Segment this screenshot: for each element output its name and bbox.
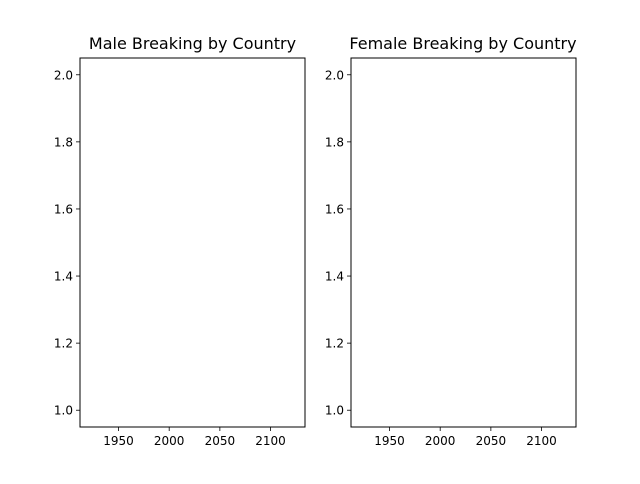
female-x-tick-label: 2000 (425, 434, 456, 448)
male-x-tick-label: 1950 (103, 434, 134, 448)
male-y-tick-label: 1.8 (54, 135, 73, 149)
male-x-tick-label: 2100 (255, 434, 286, 448)
male-y-tick-label: 1.0 (54, 404, 73, 418)
male-chart-title: Male Breaking by Country (89, 34, 296, 53)
male-y-ticks: 1.0 1.2 1.4 1.6 1.8 2.0 (54, 68, 80, 418)
female-y-tick-label: 1.6 (325, 202, 344, 216)
female-y-tick-label: 2.0 (325, 68, 344, 82)
female-chart-panel: Female Breaking by Country 1950 2000 2050 2… (325, 34, 577, 448)
female-x-ticks: 1950 2000 2050 2100 (374, 427, 557, 448)
female-y-tick-label: 1.0 (325, 404, 344, 418)
female-y-tick-label: 1.8 (325, 135, 344, 149)
female-x-tick-label: 2100 (526, 434, 557, 448)
female-x-tick-label: 1950 (374, 434, 405, 448)
female-y-ticks: 1.0 1.2 1.4 1.6 1.8 2.0 (325, 68, 351, 418)
female-y-tick-label: 1.2 (325, 337, 344, 351)
male-x-ticks: 1950 2000 2050 2100 (103, 427, 286, 448)
male-x-tick-label: 2050 (205, 434, 236, 448)
male-chart-panel: Male Breaking by Country 1950 2000 2050 210… (54, 34, 306, 448)
male-x-tick-label: 2000 (154, 434, 185, 448)
female-x-tick-label: 2050 (476, 434, 507, 448)
female-chart-title: Female Breaking by Country (349, 34, 576, 53)
male-y-tick-label: 1.4 (54, 270, 73, 284)
male-y-tick-label: 1.2 (54, 337, 73, 351)
female-plot-frame (350, 57, 577, 428)
male-plot-frame (79, 57, 306, 428)
male-y-tick-label: 1.6 (54, 202, 73, 216)
female-y-tick-label: 1.4 (325, 270, 344, 284)
male-y-tick-label: 2.0 (54, 68, 73, 82)
